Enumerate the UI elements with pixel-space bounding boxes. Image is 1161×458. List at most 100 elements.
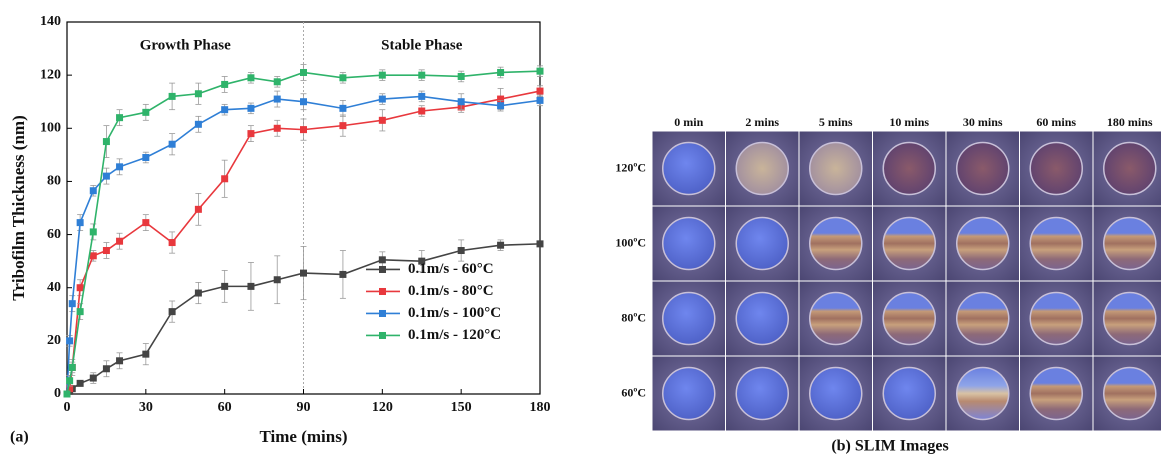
marker xyxy=(458,73,465,80)
sample-disc xyxy=(957,143,1009,195)
marker xyxy=(169,93,176,100)
column-label: 0 min xyxy=(674,115,703,129)
sample-disc xyxy=(1030,218,1082,270)
marker xyxy=(77,219,84,226)
sample-disc xyxy=(1104,293,1156,345)
marker xyxy=(103,247,110,254)
marker xyxy=(142,154,149,161)
marker xyxy=(274,78,281,85)
marker xyxy=(497,242,504,249)
sample-disc xyxy=(736,143,788,195)
y-tick-label: 40 xyxy=(47,280,61,295)
marker xyxy=(274,125,281,132)
sample-disc xyxy=(1104,218,1156,270)
annotation: Growth Phase xyxy=(140,37,231,53)
y-tick-label: 120 xyxy=(40,67,61,82)
annotation: Stable Phase xyxy=(381,37,463,53)
x-tick-label: 90 xyxy=(297,400,311,415)
marker xyxy=(274,96,281,103)
sample-disc xyxy=(1030,368,1082,420)
marker xyxy=(103,173,110,180)
marker xyxy=(418,108,425,115)
sample-disc xyxy=(883,293,935,345)
sample-disc xyxy=(957,218,1009,270)
legend-label: 0.1m/s - 60°C xyxy=(408,261,494,277)
sample-disc xyxy=(663,368,715,420)
marker xyxy=(195,206,202,213)
sample-disc xyxy=(810,218,862,270)
sample-disc xyxy=(736,368,788,420)
x-tick-label: 150 xyxy=(451,400,472,415)
legend-label: 0.1m/s - 80°C xyxy=(408,283,494,299)
legend-marker xyxy=(379,288,386,295)
marker xyxy=(116,238,123,245)
marker xyxy=(103,365,110,372)
sample-disc xyxy=(736,293,788,345)
marker xyxy=(458,98,465,105)
y-axis-label: Tribofilm Thickness (nm) xyxy=(9,115,28,300)
marker xyxy=(497,102,504,109)
marker xyxy=(300,98,307,105)
marker xyxy=(66,377,73,384)
y-tick-label: 100 xyxy=(40,121,61,136)
marker xyxy=(69,300,76,307)
marker xyxy=(247,74,254,81)
column-label: 180 mins xyxy=(1107,115,1153,129)
legend-marker xyxy=(379,310,386,317)
marker xyxy=(66,337,73,344)
marker xyxy=(497,69,504,76)
marker xyxy=(142,109,149,116)
marker xyxy=(247,105,254,112)
sample-disc xyxy=(957,368,1009,420)
legend-marker xyxy=(379,332,386,339)
marker xyxy=(77,380,84,387)
marker xyxy=(69,364,76,371)
y-tick-label: 0 xyxy=(54,386,61,401)
y-tick-label: 80 xyxy=(47,174,61,189)
marker xyxy=(77,284,84,291)
marker xyxy=(274,276,281,283)
marker xyxy=(379,96,386,103)
x-tick-label: 0 xyxy=(64,400,71,415)
marker xyxy=(116,114,123,121)
column-label: 60 mins xyxy=(1036,115,1076,129)
marker xyxy=(458,247,465,254)
marker xyxy=(300,270,307,277)
x-axis-label: Time (mins) xyxy=(260,427,348,446)
marker xyxy=(221,283,228,290)
sample-disc xyxy=(1030,293,1082,345)
figure: Growth PhaseStable Phase0306090120150180… xyxy=(0,0,1161,458)
marker xyxy=(195,290,202,297)
marker xyxy=(116,163,123,170)
marker xyxy=(247,283,254,290)
marker xyxy=(379,72,386,79)
sample-disc xyxy=(883,218,935,270)
row-label: 60ºC xyxy=(621,385,646,399)
row-label: 100ºC xyxy=(615,235,646,249)
marker xyxy=(339,105,346,112)
marker xyxy=(379,117,386,124)
marker xyxy=(169,308,176,315)
marker xyxy=(300,69,307,76)
marker xyxy=(537,240,544,247)
legend-label: 0.1m/s - 100°C xyxy=(408,305,501,321)
marker xyxy=(339,74,346,81)
marker xyxy=(103,138,110,145)
caption: (b) SLIM Images xyxy=(831,438,948,455)
marker xyxy=(221,106,228,113)
marker xyxy=(221,81,228,88)
series-line xyxy=(67,96,540,394)
sample-disc xyxy=(663,218,715,270)
marker xyxy=(537,97,544,104)
column-label: 2 mins xyxy=(745,115,779,129)
marker xyxy=(418,93,425,100)
sample-disc xyxy=(1030,143,1082,195)
y-tick-label: 60 xyxy=(47,227,61,242)
y-tick-label: 20 xyxy=(47,333,61,348)
marker xyxy=(116,357,123,364)
marker xyxy=(90,252,97,259)
x-tick-label: 60 xyxy=(218,400,232,415)
y-tick-label: 140 xyxy=(40,14,61,29)
marker xyxy=(142,351,149,358)
column-label: 10 mins xyxy=(889,115,929,129)
